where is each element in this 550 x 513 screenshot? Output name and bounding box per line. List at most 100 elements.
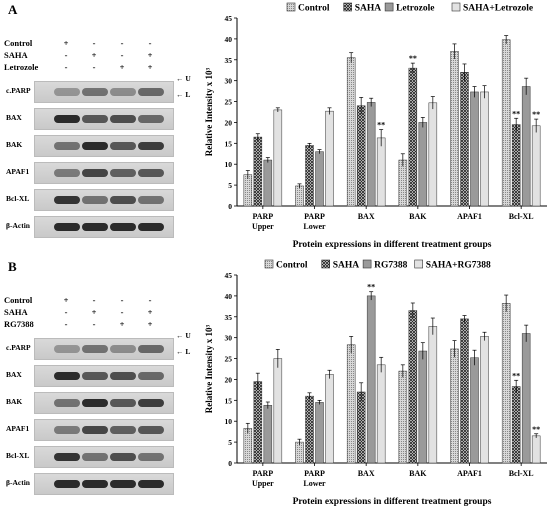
blot-band <box>138 88 164 96</box>
treatment-label: RG7388 <box>4 319 34 329</box>
bar <box>346 57 356 207</box>
legend-label: Control <box>276 261 308 271</box>
bar <box>501 39 511 207</box>
legend-swatch <box>414 259 423 269</box>
bar <box>356 105 366 207</box>
treatment-sign: - <box>92 38 96 48</box>
treatment-sign: - <box>148 38 152 48</box>
bar <box>376 137 386 207</box>
blot-row: β-Actin <box>4 472 194 495</box>
treatment-sign: + <box>147 319 153 329</box>
legend-swatch <box>264 259 274 269</box>
y-tick-label: 40 <box>225 292 233 301</box>
x-tick-label: Lower <box>303 222 326 231</box>
blot-band <box>110 453 136 461</box>
blot-band <box>110 372 136 380</box>
x-tick-label: Upper <box>252 222 274 231</box>
treatment-sign: + <box>91 50 97 60</box>
x-tick-label: PARP <box>304 469 325 478</box>
blot-band-image <box>34 162 174 184</box>
blot-band <box>110 196 136 204</box>
bar <box>325 374 334 464</box>
x-axis-label: Protein expressions in different treatme… <box>293 497 492 507</box>
blot-band-image <box>34 216 174 238</box>
blot-band <box>82 453 108 461</box>
legend-swatch <box>384 2 394 12</box>
blot-row: β-Actin <box>4 215 194 238</box>
treatment-sign: - <box>92 319 96 329</box>
bar <box>295 441 304 464</box>
bar <box>470 91 479 207</box>
significance-mark: ** <box>512 109 520 118</box>
y-tick-label: 10 <box>225 160 233 169</box>
bar-chart: Control SAHA Letrozole SAHA+Letrozole 0 5 10 15… <box>204 2 547 250</box>
blot-band-image <box>34 135 174 157</box>
legend-label: Control <box>298 4 330 14</box>
bar <box>253 136 263 207</box>
x-tick-label: Lower <box>303 479 326 488</box>
blot-band <box>110 88 136 96</box>
bar <box>263 405 273 464</box>
bar <box>408 310 418 464</box>
bar <box>511 124 521 207</box>
bar <box>346 344 356 464</box>
bar <box>480 336 489 464</box>
bar <box>398 370 408 464</box>
treatment-label: SAHA <box>4 307 28 317</box>
y-tick-label: 15 <box>225 396 233 405</box>
blot-band-image <box>34 473 174 495</box>
blot-band-image <box>34 419 174 441</box>
bar <box>460 318 469 464</box>
y-tick-label: 35 <box>225 56 233 65</box>
blot-row: BAK <box>4 391 194 414</box>
blot-row-label: BAX <box>6 370 22 379</box>
y-tick-label: 45 <box>225 271 233 280</box>
blot-band-image <box>34 81 174 103</box>
blot-band-image <box>34 108 174 130</box>
blot-band <box>138 480 164 488</box>
significance-mark: ** <box>532 425 540 434</box>
bar <box>356 391 366 464</box>
blot-row-label: c.PARP <box>6 86 31 95</box>
x-tick-label: BAX <box>358 469 375 478</box>
treatment-label: SAHA <box>4 50 28 60</box>
treatment-sign: + <box>147 62 153 72</box>
lower-band-mark: ← L <box>176 90 191 99</box>
blot-band <box>138 426 164 434</box>
y-tick-label: 25 <box>225 98 233 107</box>
blot-row: APAF1 <box>4 418 194 441</box>
x-tick-label: BAX <box>358 212 375 221</box>
y-tick-label: 10 <box>225 417 233 426</box>
blot-band <box>82 142 108 150</box>
blot-band <box>110 142 136 150</box>
treatment-sign: - <box>120 50 124 60</box>
blot-band <box>54 169 80 177</box>
blot-band <box>138 115 164 123</box>
bar <box>366 295 376 464</box>
bar <box>450 51 459 207</box>
bar <box>305 145 314 207</box>
treatment-row: SAHA - + - + <box>4 307 194 319</box>
blot-band <box>110 345 136 353</box>
blot-band <box>138 345 164 353</box>
blot-band <box>54 480 80 488</box>
treatment-sign: - <box>120 38 124 48</box>
y-tick-label: 5 <box>228 181 232 190</box>
blot-row: BAK <box>4 134 194 157</box>
y-tick-label: 20 <box>225 375 233 384</box>
legend-label: SAHA <box>333 261 360 271</box>
blot-band <box>110 169 136 177</box>
bar <box>398 159 408 207</box>
bar <box>366 102 376 207</box>
blot-band <box>54 372 80 380</box>
blot-row: Bcl-XL <box>4 188 194 211</box>
blot-band <box>54 399 80 407</box>
x-tick-label: PARP <box>252 469 273 478</box>
blot-band <box>82 196 108 204</box>
blot-row: c.PARP ← U ← L <box>4 331 194 360</box>
bar <box>531 125 541 207</box>
treatment-row: Control + - - - <box>4 38 194 50</box>
blot-band-image <box>34 446 174 468</box>
blot-row-label: c.PARP <box>6 343 31 352</box>
significance-mark: ** <box>512 371 520 380</box>
